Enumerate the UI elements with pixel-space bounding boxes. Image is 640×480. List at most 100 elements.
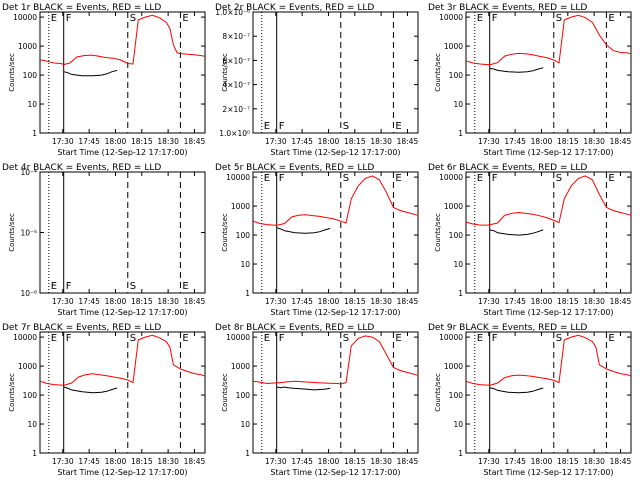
marker-label: F: [492, 13, 498, 24]
y-tick-label: 10000: [13, 333, 37, 342]
marker-label: E: [182, 13, 188, 24]
events-series-line: [276, 386, 331, 391]
x-tick-label: 18:45: [397, 137, 419, 146]
lld-series-line: [252, 175, 419, 226]
x-tick-label: 17:45: [504, 137, 526, 146]
plot-frame: [252, 11, 419, 134]
y-tick-label: 1000: [444, 202, 463, 211]
x-tick-label: 17:30: [265, 457, 287, 466]
x-tick-label: 18:30: [157, 457, 179, 466]
x-tick-label: 17:45: [291, 457, 313, 466]
chart-title: Det 9r BLACK = Events, RED = LLD: [428, 323, 587, 333]
x-tick-label: 17:30: [265, 297, 287, 306]
y-tick-label: 10: [453, 100, 463, 109]
lld-series-line: [465, 334, 632, 386]
marker-label: E: [51, 13, 57, 24]
marker-label: S: [343, 121, 349, 132]
x-tick-label: 18:15: [557, 297, 579, 306]
x-axis-label: Start Time (12-Sep-12 17:17:00): [57, 308, 187, 317]
marker-label: S: [343, 333, 349, 344]
y-tick-label: 10⁻⁴: [20, 168, 37, 177]
x-axis-label: Start Time (12-Sep-12 17:17:00): [270, 148, 400, 157]
marker-label: S: [556, 13, 562, 24]
x-tick-label: 18:15: [557, 137, 579, 146]
marker-label: F: [66, 281, 72, 292]
y-tick-label: 1000: [231, 202, 250, 211]
x-tick-label: 18:00: [531, 457, 553, 466]
plot-frame: [465, 331, 632, 454]
lld-series-line: [39, 14, 206, 66]
x-tick-label: 18:30: [583, 457, 605, 466]
y-tick-label: 6×10⁻⁷: [222, 56, 250, 65]
x-tick-label: 18:45: [184, 457, 206, 466]
events-series-line: [489, 229, 544, 236]
x-axis-label: Start Time (12-Sep-12 17:17:00): [483, 148, 613, 157]
y-tick-label: 1.0×10⁰: [219, 129, 250, 138]
x-tick-label: 18:30: [157, 137, 179, 146]
x-tick-label: 18:30: [583, 137, 605, 146]
x-tick-label: 18:15: [131, 297, 153, 306]
y-tick-label: 1: [32, 129, 37, 138]
x-tick-label: 18:30: [370, 457, 392, 466]
y-tick-label: 1: [458, 449, 463, 458]
x-tick-label: 17:30: [478, 297, 500, 306]
y-tick-label: 10000: [226, 333, 250, 342]
x-tick-label: 17:45: [504, 297, 526, 306]
chart-panel: Det 6r BLACK = Events, RED = LLD 1 10 100 10…: [428, 163, 632, 317]
x-tick-label: 18:00: [318, 297, 340, 306]
x-tick-label: 18:45: [610, 137, 632, 146]
x-tick-label: 18:45: [184, 137, 206, 146]
y-tick-label: 1.0×10⁻⁶: [215, 8, 250, 17]
marker-label: E: [182, 281, 188, 292]
x-tick-label: 18:15: [344, 457, 366, 466]
chart-panel: Det 3r BLACK = Events, RED = LLD 1 10 100 10…: [428, 3, 632, 157]
marker-label: S: [556, 173, 562, 184]
y-tick-label: 1: [32, 449, 37, 458]
x-axis-label: Start Time (12-Sep-12 17:17:00): [57, 468, 187, 477]
y-tick-label: 1000: [18, 362, 37, 371]
y-tick-label: 10000: [226, 173, 250, 182]
x-tick-label: 18:00: [318, 137, 340, 146]
y-tick-label: 100: [449, 71, 464, 80]
x-tick-label: 18:00: [105, 457, 127, 466]
chart-title: Det 4r BLACK = Events, RED = LLD: [2, 163, 161, 173]
marker-label: F: [492, 173, 498, 184]
y-tick-label: 1000: [444, 362, 463, 371]
y-tick-label: 10: [453, 420, 463, 429]
x-tick-label: 18:15: [131, 137, 153, 146]
chart-panel: Det 8r BLACK = Events, RED = LLD 1 10 100 10…: [215, 323, 419, 477]
plot-frame: [465, 171, 632, 294]
chart-title: Det 1r BLACK = Events, RED = LLD: [2, 3, 161, 13]
y-tick-label: 10000: [439, 13, 463, 22]
chart-title: Det 5r BLACK = Events, RED = LLD: [215, 163, 374, 173]
marker-label: E: [477, 333, 483, 344]
x-tick-label: 17:45: [504, 457, 526, 466]
y-axis-label: Counts/sec: [221, 373, 229, 412]
y-tick-label: 100: [449, 231, 464, 240]
x-tick-label: 18:45: [397, 457, 419, 466]
x-tick-label: 17:45: [78, 297, 100, 306]
x-tick-label: 18:45: [184, 297, 206, 306]
y-tick-label: 2×10⁻⁷: [222, 105, 250, 114]
y-axis-label: Counts/sec: [8, 213, 16, 252]
marker-label: E: [51, 281, 57, 292]
x-axis-label: Start Time (12-Sep-12 17:17:00): [270, 308, 400, 317]
marker-label: F: [279, 333, 285, 344]
x-tick-label: 18:45: [610, 297, 632, 306]
chart-panel: Det 5r BLACK = Events, RED = LLD 1 10 100 10…: [215, 163, 419, 317]
y-tick-label: 100: [23, 391, 38, 400]
marker-label: S: [130, 281, 136, 292]
plot-frame: [252, 331, 419, 454]
y-axis-label: Counts/sec: [8, 53, 16, 92]
x-tick-label: 17:30: [52, 137, 74, 146]
x-tick-label: 18:30: [370, 137, 392, 146]
y-tick-label: 100: [23, 71, 38, 80]
lld-series-line: [252, 335, 419, 385]
x-tick-label: 18:30: [370, 297, 392, 306]
lld-series-line: [39, 334, 206, 386]
x-tick-label: 17:30: [478, 137, 500, 146]
y-tick-label: 10: [240, 260, 250, 269]
x-tick-label: 18:45: [397, 297, 419, 306]
y-tick-label: 10⁻⁵: [20, 229, 37, 238]
